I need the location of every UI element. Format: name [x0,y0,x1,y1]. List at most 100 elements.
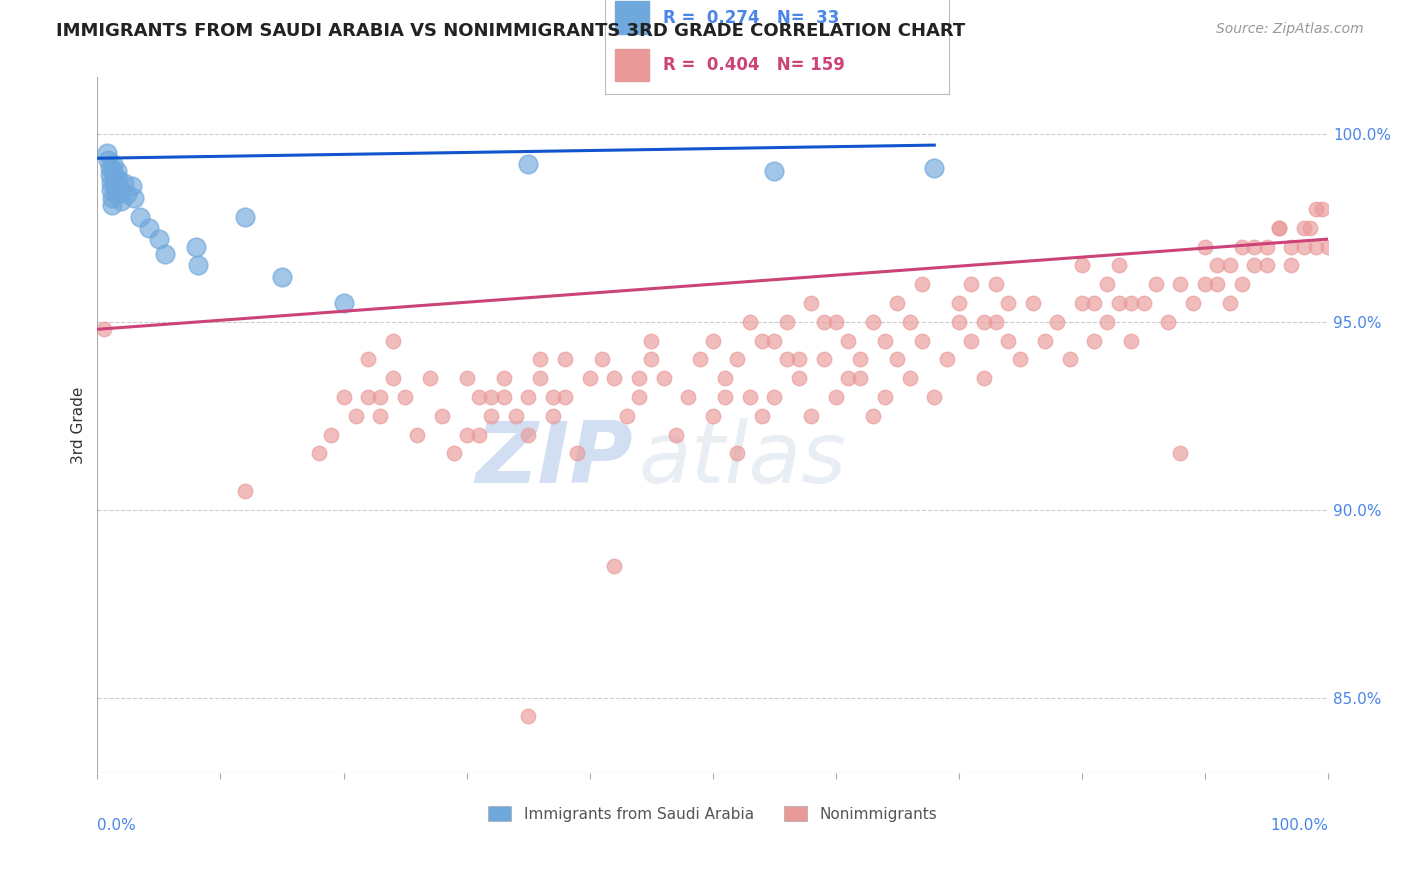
Point [370,390,392,404]
Point [591,352,613,367]
Point [824,390,846,404]
Point [115,186,138,201]
Point [849,352,872,367]
Point [813,315,835,329]
Point [1292,220,1315,235]
Point [419,371,441,385]
Point [800,409,823,423]
Point [627,390,650,404]
Point [456,371,478,385]
Point [103,179,125,194]
Point [935,352,957,367]
Text: R =  0.274   N=  33: R = 0.274 N= 33 [664,9,839,27]
Point [911,334,934,348]
Point [948,296,970,310]
Point [1268,220,1291,235]
Point [456,427,478,442]
Point [332,296,354,310]
Point [1206,277,1229,292]
Point [1219,296,1241,310]
Point [763,390,786,404]
Point [492,371,515,385]
Point [1194,277,1216,292]
Point [1194,239,1216,253]
Point [100,176,122,190]
Point [1230,239,1253,253]
Point [98,168,121,182]
Point [1157,315,1180,329]
Point [101,191,124,205]
Y-axis label: 3rd Grade: 3rd Grade [72,386,86,464]
Point [714,371,737,385]
Point [689,352,711,367]
Point [1095,277,1118,292]
Point [96,145,118,160]
Point [554,390,576,404]
Point [1310,202,1333,216]
Point [1071,259,1094,273]
Point [517,709,540,723]
Point [973,315,995,329]
Point [911,277,934,292]
Point [751,409,773,423]
Point [1083,296,1105,310]
Point [370,409,392,423]
Point [665,427,688,442]
Point [93,322,115,336]
Point [873,334,896,348]
Point [529,371,551,385]
Point [676,390,699,404]
Point [187,259,209,273]
Point [922,390,945,404]
Point [103,164,125,178]
Point [1083,334,1105,348]
Point [640,352,662,367]
Point [751,334,773,348]
Point [886,352,908,367]
Text: ZIP: ZIP [475,418,633,501]
Point [517,157,540,171]
Point [517,390,540,404]
Text: IMMIGRANTS FROM SAUDI ARABIA VS NONIMMIGRANTS 3RD GRADE CORRELATION CHART: IMMIGRANTS FROM SAUDI ARABIA VS NONIMMIG… [56,22,966,40]
Point [787,352,810,367]
Point [702,334,724,348]
Point [148,232,170,246]
Point [505,409,527,423]
Point [100,183,122,197]
Point [948,315,970,329]
Point [529,352,551,367]
Point [321,427,343,442]
Text: 100.0%: 100.0% [1270,818,1329,833]
Point [578,371,600,385]
Point [1243,239,1265,253]
Point [184,239,207,253]
Point [640,334,662,348]
Point [468,390,491,404]
Point [554,352,576,367]
Point [110,194,132,209]
Point [108,183,131,197]
Text: Source: ZipAtlas.com: Source: ZipAtlas.com [1216,22,1364,37]
Point [738,315,761,329]
Point [1046,315,1069,329]
Point [886,296,908,310]
Point [922,161,945,175]
Point [1268,220,1291,235]
Point [103,172,125,186]
Point [873,390,896,404]
Point [1292,239,1315,253]
Point [357,390,380,404]
Point [104,186,127,201]
Point [714,390,737,404]
Point [603,371,626,385]
Point [97,153,120,168]
Point [627,371,650,385]
Point [492,390,515,404]
Point [837,334,859,348]
Point [308,446,330,460]
Point [1022,296,1045,310]
Point [775,352,797,367]
Point [1095,315,1118,329]
Point [898,371,921,385]
Point [121,179,143,194]
